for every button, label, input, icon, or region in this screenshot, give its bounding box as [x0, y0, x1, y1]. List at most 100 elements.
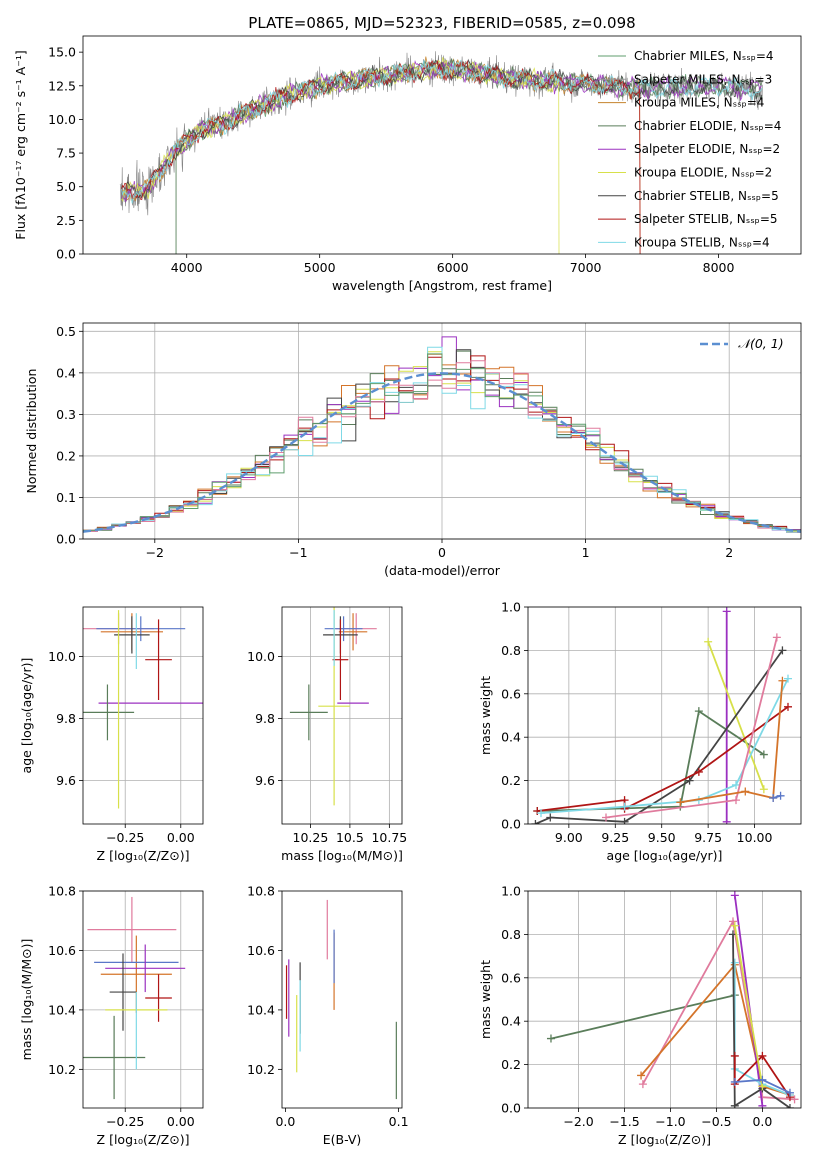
axes-frame [82, 35, 802, 255]
weight-marker [732, 796, 740, 805]
y-tick-label: 10.0 [48, 649, 76, 664]
x-tick-label: −2.0 [563, 1114, 593, 1129]
x-tick-label: −0.25 [106, 830, 144, 845]
weight-marker [694, 767, 703, 776]
y-tick-label: 0.8 [501, 927, 521, 942]
x-axis-label: (data-model)/error [384, 563, 501, 578]
weight-series [550, 994, 736, 1040]
data-point [109, 953, 137, 1031]
x-tick-label: 9.50 [648, 830, 676, 845]
x-axis-label: E(B-V) [323, 1132, 362, 1147]
y-tick-label: 10.2 [247, 1062, 275, 1077]
weight-marker [778, 646, 787, 655]
y-tick-label: 0.4 [501, 1014, 521, 1029]
weight-marker [637, 1071, 646, 1080]
y-tick-label: 10.0 [247, 649, 275, 664]
x-tick-label: 0 [438, 545, 446, 560]
weight-series [733, 895, 764, 1106]
weight-marker [776, 791, 785, 800]
y-tick-label: 10.6 [247, 943, 275, 958]
weight-marker [685, 776, 694, 785]
weight-marker [620, 817, 629, 824]
weight-series [733, 925, 764, 1087]
y-tick-label: 0.6 [501, 970, 521, 985]
x-axis-label: mass [log₁₀(M/M⊙)] [281, 848, 403, 863]
x-tick-label: 0.0 [275, 1114, 295, 1129]
weight-marker [758, 1051, 767, 1060]
x-tick-label: 9.75 [694, 830, 722, 845]
x-tick-label: 2 [725, 545, 733, 560]
y-axis-label: Flux [fλ10⁻¹⁷ erg cm⁻² s⁻¹ A⁻¹] [13, 50, 28, 239]
y-tick-label: 9.8 [56, 711, 76, 726]
y-tick-label: 0.5 [56, 324, 76, 339]
y-tick-label: 0.2 [501, 773, 521, 788]
weight-marker [537, 809, 545, 818]
y-axis-label: age [log₁₀(age/yr)] [19, 658, 34, 774]
y-tick-label: 9.8 [255, 711, 275, 726]
mass_vs_EBV-panel: 0.0 0.1 10.2 10.4 10.6 10.8 E(B-V) [247, 884, 408, 1148]
y-tick-label: 0.4 [501, 730, 521, 745]
y-axis-label: Normed distribution [24, 369, 39, 494]
y-tick-label: 9.6 [255, 773, 275, 788]
weight-series [733, 962, 791, 1096]
x-tick-label: 5000 [304, 260, 336, 275]
data-point [324, 616, 363, 642]
weight-series [642, 918, 795, 1101]
x-tick-label: −2 [146, 545, 164, 560]
weight-marker [730, 958, 739, 967]
errorbars [83, 896, 186, 1100]
weight-marker [758, 1101, 767, 1108]
weight-marker [620, 802, 629, 811]
data-point [114, 616, 150, 654]
x-axis-label: Z [log₁₀(Z/Z⊙)] [618, 1132, 711, 1147]
x-tick-label: 10.00 [737, 830, 773, 845]
x-tick-label: −0.5 [701, 1114, 731, 1129]
weight-marker [694, 707, 703, 716]
x-tick-label: 0.1 [389, 1114, 409, 1129]
y-tick-label: 0.0 [56, 247, 76, 262]
x-tick-label: 6000 [437, 260, 469, 275]
model-spectrum [175, 58, 763, 254]
y-tick-label: 1.0 [501, 884, 521, 899]
y-axis-label: mass weight [478, 960, 493, 1039]
y-tick-label: 0.0 [56, 532, 76, 547]
age_vs_Z-panel: −0.25 0.00 9.6 9.8 10.0 Z [log₁₀(Z/Z⊙)] age [l… [19, 606, 204, 863]
weight-marker [730, 1051, 739, 1060]
weight-marker [531, 820, 540, 824]
data-point [145, 974, 172, 1022]
weight-marker [602, 813, 610, 822]
weight-marker [722, 817, 731, 824]
weight-marker [785, 1088, 794, 1097]
y-tick-label: 12.5 [48, 78, 76, 93]
x-tick-label: 4000 [171, 260, 203, 275]
weight-marker [790, 1095, 799, 1104]
mass_weight_vs_age-panel: 9.00 9.25 9.50 9.75 10.00 0.0 0.2 0.4 0.6 0.8 1.0 a… [478, 600, 802, 863]
weight-marker [772, 633, 781, 642]
x-tick-label: 9.00 [555, 830, 583, 845]
data-point [96, 616, 186, 642]
age_vs_mass-panel: 10.25 10.5 10.75 9.6 9.8 10.0 mass [log₁₀(M/M⊙… [247, 606, 407, 863]
weight-marker [784, 674, 792, 683]
x-axis-label: Z [log₁₀(Z/Z⊙)] [97, 1132, 190, 1147]
y-tick-label: 10.4 [247, 1002, 275, 1017]
y-tick-label: 15.0 [48, 45, 76, 60]
axes-frame [82, 322, 802, 540]
weight-marker [758, 1075, 767, 1084]
x-tick-label: −0.25 [106, 1114, 144, 1129]
x-tick-label: 8000 [703, 260, 735, 275]
y-tick-label: 0.2 [501, 1057, 521, 1072]
x-tick-label: 1 [582, 545, 590, 560]
histograms [83, 336, 801, 533]
weight-marker [704, 637, 713, 646]
legend-label: Salpeter MILES, Nₛₛₚ=3 [634, 72, 772, 86]
weight-series [733, 1054, 791, 1098]
mass_vs_Z-panel: −0.25 0.00 10.2 10.4 10.6 10.8 Z [log₁₀(Z/Z⊙)]… [19, 884, 204, 1147]
weight-marker [759, 785, 768, 794]
data-point [332, 619, 349, 700]
weight-marker [638, 1080, 647, 1089]
x-tick-label: 10.75 [371, 830, 407, 845]
x-tick-label: −1.0 [655, 1114, 685, 1129]
spectrum-lines [119, 51, 763, 254]
y-tick-label: 10.4 [48, 1002, 76, 1017]
